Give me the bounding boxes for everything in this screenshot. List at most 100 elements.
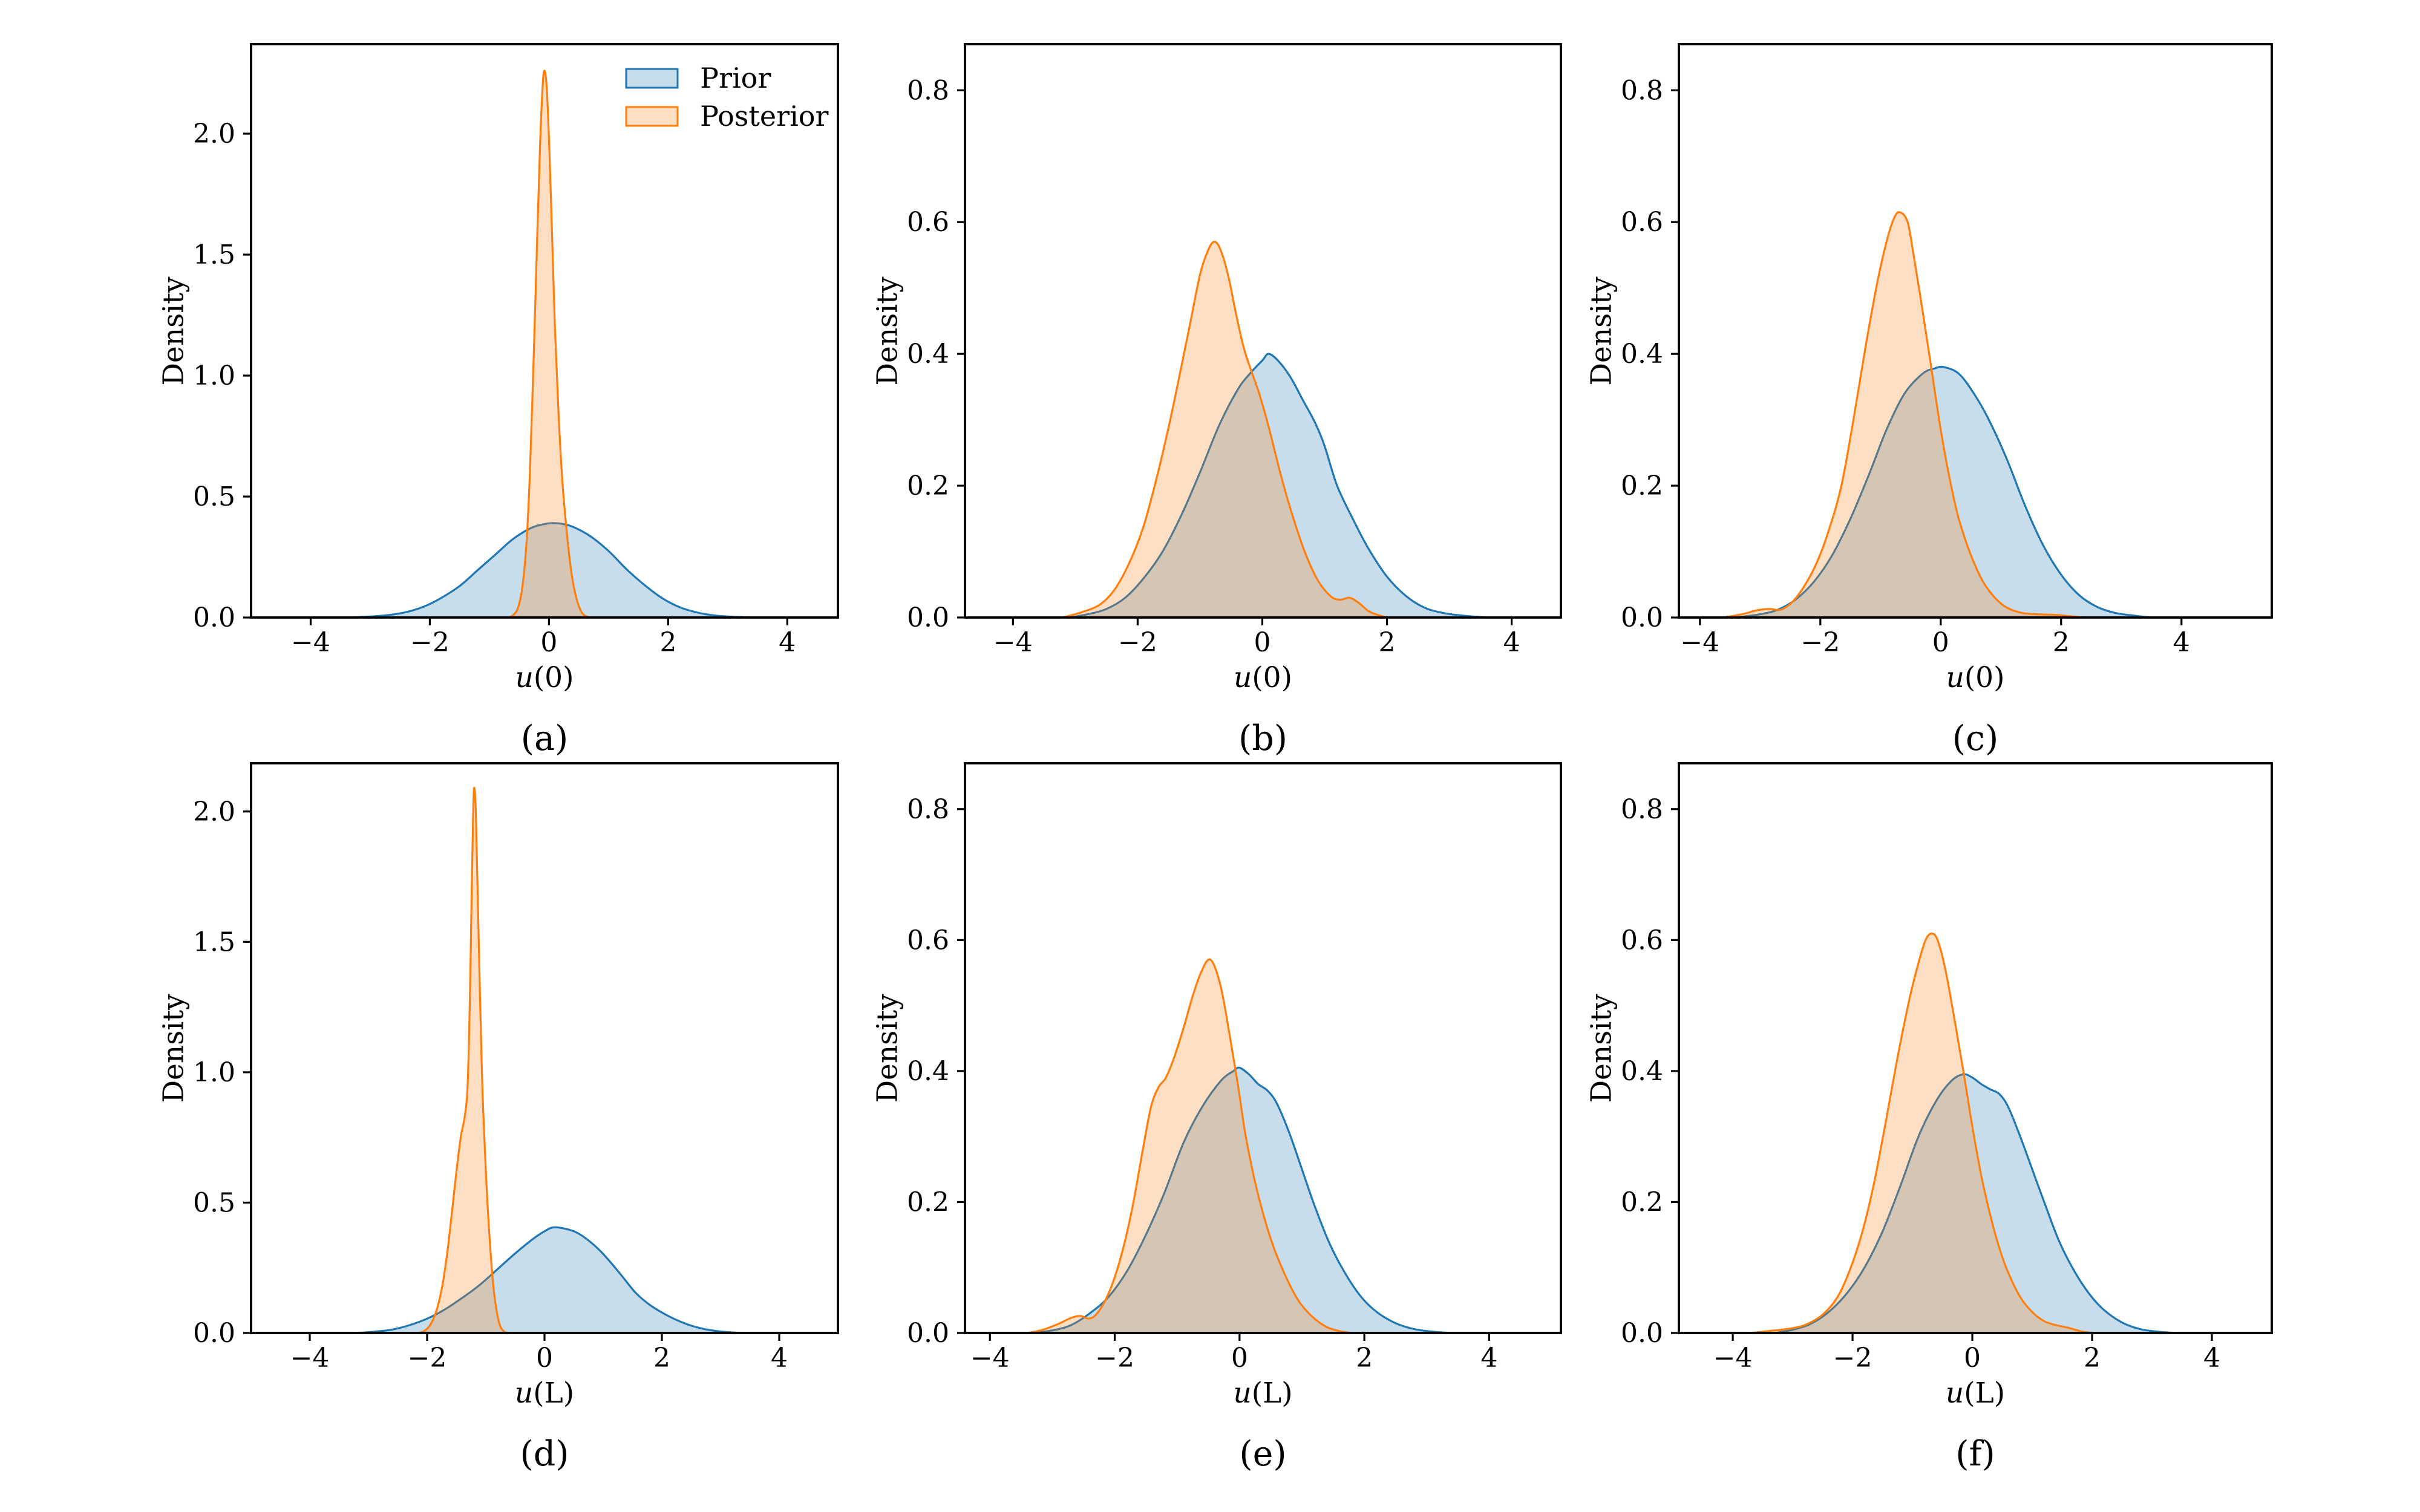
x-tick-label: −2	[1118, 627, 1157, 658]
y-axis-label: Density	[157, 993, 191, 1103]
x-tick-label: 0	[1932, 627, 1949, 658]
y-tick-label: 0.2	[907, 1187, 949, 1217]
y-tick-label: 0.6	[907, 207, 949, 238]
y-tick-label: 0.0	[907, 1318, 949, 1349]
subplot-caption-e: (e)	[1239, 1434, 1287, 1474]
legend-label-posterior: Posterior	[700, 100, 828, 132]
x-tick-label: 2	[2053, 627, 2070, 658]
x-axis-label: u(0)	[1234, 661, 1292, 694]
x-tick-label: 0	[1964, 1343, 1981, 1374]
subplot-caption-d: (d)	[520, 1434, 569, 1474]
plot-area-e: −4 −2 0 2 4 0.0 0.2 0.4 0.6 0.8	[907, 762, 1562, 1374]
x-tick-label: 0	[1254, 627, 1270, 658]
subplot-caption-f: (f)	[1955, 1434, 1995, 1474]
plot-area-c: −4 −2 0 2 4 0.0 0.2 0.4 0.6 0.8	[1621, 43, 2273, 658]
y-tick-label: 0.8	[907, 75, 949, 106]
subplot-caption-a: (a)	[520, 719, 569, 758]
x-tick-label: −2	[1095, 1343, 1134, 1374]
plot-area-d: −4 −2 0 2 4 0.0 0.5 1.0 1.5 2.0	[193, 762, 839, 1374]
y-tick-label: 0.2	[1621, 471, 1663, 501]
panel-d: Density −4 −2 0 2 4 0.0 0.5 1.0 1.5 2.0 u(L) (d)	[157, 762, 839, 1474]
posterior-density-fill	[418, 787, 507, 1333]
axes-frame	[964, 43, 1562, 619]
panel-b: Density −4 −2 0 2 4 0.0 0.2 0.4 0.6 0.8 u(0) (b)	[871, 43, 1562, 758]
prior-density-fill	[352, 523, 752, 618]
y-tick-label: 0.0	[907, 602, 949, 633]
posterior-density-curve	[1062, 241, 1387, 619]
panel-a: Density −4 −2 0 2 4 0.0 0.5 1.0 1.5 2.0 Prior Poste…	[157, 43, 839, 758]
y-tick-label: 0.6	[1621, 925, 1663, 956]
x-tick-label: −2	[408, 1343, 447, 1374]
x-axis-label: u(L)	[514, 1377, 575, 1410]
x-tick-label: 2	[1379, 627, 1396, 658]
posterior-density-curve	[1027, 958, 1352, 1334]
y-tick-label: 0.5	[193, 481, 235, 512]
y-tick-label: 0.4	[1621, 1056, 1663, 1087]
posterior-density-fill	[1062, 241, 1387, 618]
posterior-density-fill	[508, 70, 591, 618]
x-tick-label: 0	[540, 627, 557, 658]
y-tick-label: 1.5	[193, 927, 235, 957]
prior-density-curve	[1068, 353, 1487, 619]
prior-density-fill	[1033, 1067, 1452, 1333]
x-tick-label: 4	[779, 627, 796, 658]
panel-f: Density −4 −2 0 2 4 0.0 0.2 0.4 0.6 0.8 u(L) (f)	[1585, 762, 2273, 1474]
x-tick-label: 4	[1503, 627, 1520, 658]
subplot-caption-b: (b)	[1238, 719, 1287, 758]
legend-swatch-posterior	[625, 106, 679, 127]
x-tick-label: 0	[1231, 1343, 1248, 1374]
y-tick-label: 1.5	[193, 240, 235, 270]
x-axis-label: u(L)	[1233, 1377, 1293, 1410]
x-axis-label: u(0)	[1946, 661, 2005, 694]
legend-label-prior: Prior	[700, 62, 771, 94]
y-tick-label: 0.0	[193, 1318, 235, 1349]
x-tick-label: −4	[291, 627, 330, 658]
x-axis-label: u(L)	[1945, 1377, 2006, 1410]
subplot-caption-c: (c)	[1952, 719, 1999, 758]
prior-density-fill	[1774, 1074, 2176, 1333]
x-tick-label: 2	[653, 1343, 670, 1374]
posterior-density-fill	[1750, 933, 2092, 1333]
y-tick-label: 0.2	[907, 471, 949, 501]
y-tick-label: 1.0	[193, 360, 235, 391]
y-tick-label: 2.0	[193, 797, 235, 827]
y-tick-label: 0.5	[193, 1187, 235, 1218]
x-tick-label: 4	[2173, 627, 2190, 658]
y-tick-label: 2.0	[193, 119, 235, 149]
y-tick-label: 0.0	[1621, 1318, 1663, 1349]
axes-frame	[964, 762, 1562, 1334]
plot-area-a: −4 −2 0 2 4 0.0 0.5 1.0 1.5 2.0 Prior Posterior	[193, 43, 839, 658]
y-axis-label: Density	[1584, 276, 1618, 386]
x-tick-label: 2	[659, 627, 676, 658]
y-tick-label: 0.0	[193, 602, 235, 633]
x-tick-label: −2	[1833, 1343, 1872, 1374]
x-tick-label: 4	[1480, 1343, 1497, 1374]
y-tick-label: 0.4	[1621, 339, 1663, 370]
prior-density-curve	[1033, 1066, 1452, 1334]
posterior-density-curve	[508, 70, 591, 619]
axes-frame	[250, 43, 839, 619]
legend-swatch-prior	[625, 68, 679, 89]
posterior-density-curve	[1750, 932, 2093, 1334]
x-tick-label: 4	[771, 1343, 788, 1374]
y-axis-label: Density	[871, 993, 904, 1103]
y-tick-label: 0.4	[907, 339, 949, 370]
x-tick-label: −4	[1713, 1343, 1753, 1374]
x-tick-label: −4	[993, 627, 1033, 658]
y-axis-label: Density	[871, 276, 904, 386]
x-tick-label: −4	[1680, 627, 1719, 658]
prior-density-fill	[1069, 354, 1487, 618]
prior-density-curve	[1736, 365, 2152, 619]
y-tick-label: 0.4	[907, 1056, 949, 1087]
x-tick-label: 4	[2203, 1343, 2220, 1374]
x-tick-label: 2	[1356, 1343, 1373, 1374]
y-tick-label: 0.6	[907, 925, 949, 956]
prior-density-curve	[352, 522, 752, 619]
y-tick-label: 1.0	[193, 1057, 235, 1088]
y-tick-label: 0.8	[907, 794, 949, 825]
y-tick-label: 0.8	[1621, 794, 1663, 825]
panel-e: Density −4 −2 0 2 4 0.0 0.2 0.4 0.6 0.8 u(L) (e)	[871, 762, 1562, 1474]
x-tick-label: −2	[1800, 627, 1840, 658]
panel-c: Density −4 −2 0 2 4 0.0 0.2 0.4 0.6 0.8 u(0) (c)	[1585, 43, 2273, 758]
